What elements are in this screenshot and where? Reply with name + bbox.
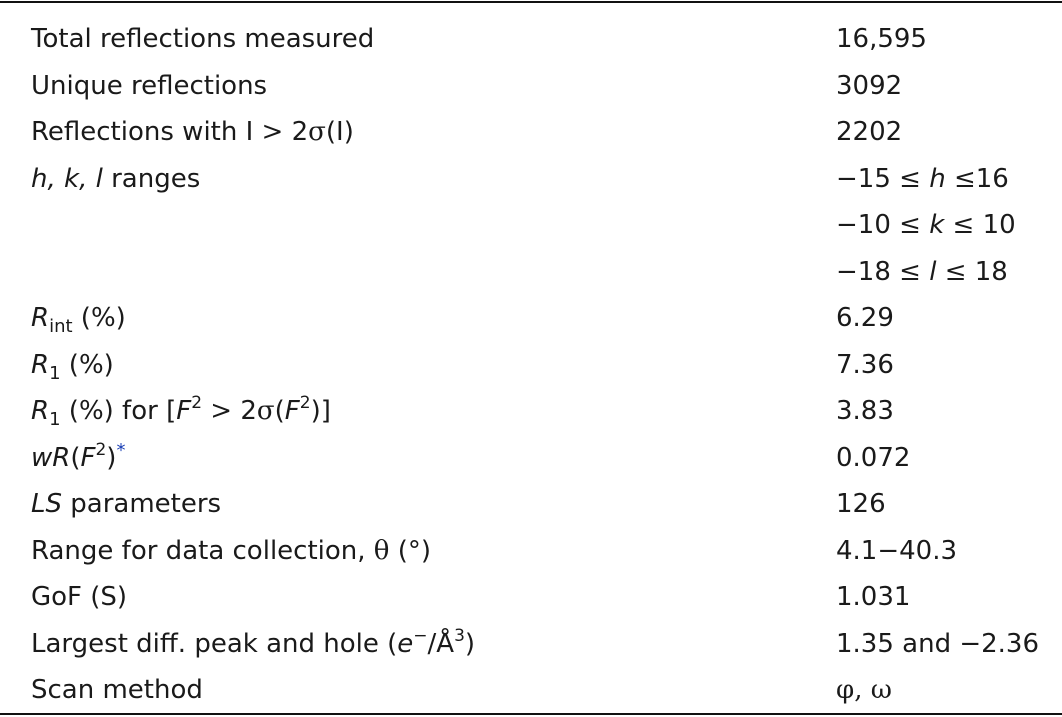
table-row: wR(F2)* 0.072 <box>0 435 1062 482</box>
row-value: 2202 <box>836 117 903 148</box>
table-row: −18 ≤ l ≤ 18 <box>0 249 1062 296</box>
row-value: 6.29 <box>836 303 894 334</box>
table-row: Unique reflections 3092 <box>0 63 1062 110</box>
row-label: Reflections with I > 2σ(I) <box>31 117 354 148</box>
row-label: LS parameters <box>31 489 222 520</box>
table-row: Reflections with I > 2σ(I) 2202 <box>0 109 1062 156</box>
row-value: 1.031 <box>836 582 911 613</box>
row-label: Total reflections measured <box>31 24 375 55</box>
table-row: GoF (S) 1.031 <box>0 574 1062 621</box>
table-row: R1 (%) for [F2 > 2σ(F2)] 3.83 <box>0 388 1062 435</box>
row-label: Scan method <box>31 675 203 706</box>
row-value: 126 <box>836 489 886 520</box>
table-row: Range for data collection, θ (°) 4.1−40.… <box>0 528 1062 575</box>
row-label: GoF (S) <box>31 582 128 613</box>
row-value: −10 ≤ k ≤ 10 <box>836 210 1016 241</box>
row-value: 0.072 <box>836 442 911 473</box>
row-value: 3.83 <box>836 396 894 427</box>
row-value: −18 ≤ l ≤ 18 <box>836 256 1008 287</box>
row-value: −15 ≤ h ≤16 <box>836 163 1009 194</box>
table-row: LS parameters 126 <box>0 481 1062 528</box>
row-value: 4.1−40.3 <box>836 535 958 566</box>
table-row: h, k, l ranges −15 ≤ h ≤16 <box>0 156 1062 203</box>
table-bottom-rule <box>0 713 1062 715</box>
row-label: wR(F2)* <box>31 439 126 473</box>
row-value: 16,595 <box>836 24 927 55</box>
row-label: Unique reflections <box>31 70 268 101</box>
row-value: 1.35 and −2.36 <box>836 628 1040 659</box>
table-top-rule <box>0 1 1062 3</box>
table-row: Scan method φ, ω <box>0 667 1062 714</box>
row-label: Largest diff. peak and hole (e−/Å3) <box>31 625 476 659</box>
footnote-link[interactable]: * <box>116 439 126 461</box>
row-label: Range for data collection, θ (°) <box>31 535 432 566</box>
row-label: h, k, l ranges <box>31 163 201 194</box>
row-label: R1 (%) for [F2 > 2σ(F2)] <box>31 393 331 431</box>
row-value: 3092 <box>836 70 903 101</box>
row-label <box>0 202 836 249</box>
crystal-data-table: Total reflections measured 16,595 Unique… <box>0 16 1062 714</box>
row-value: 7.36 <box>836 349 894 380</box>
table-row: R1 (%) 7.36 <box>0 342 1062 389</box>
row-label: Rint (%) <box>31 303 126 338</box>
row-value: φ, ω <box>836 675 892 706</box>
table-row: Total reflections measured 16,595 <box>0 16 1062 63</box>
row-label <box>0 249 836 296</box>
table-row: −10 ≤ k ≤ 10 <box>0 202 1062 249</box>
table-row: Rint (%) 6.29 <box>0 295 1062 342</box>
table-row: Largest diff. peak and hole (e−/Å3) 1.35… <box>0 621 1062 668</box>
row-label: R1 (%) <box>31 349 114 384</box>
